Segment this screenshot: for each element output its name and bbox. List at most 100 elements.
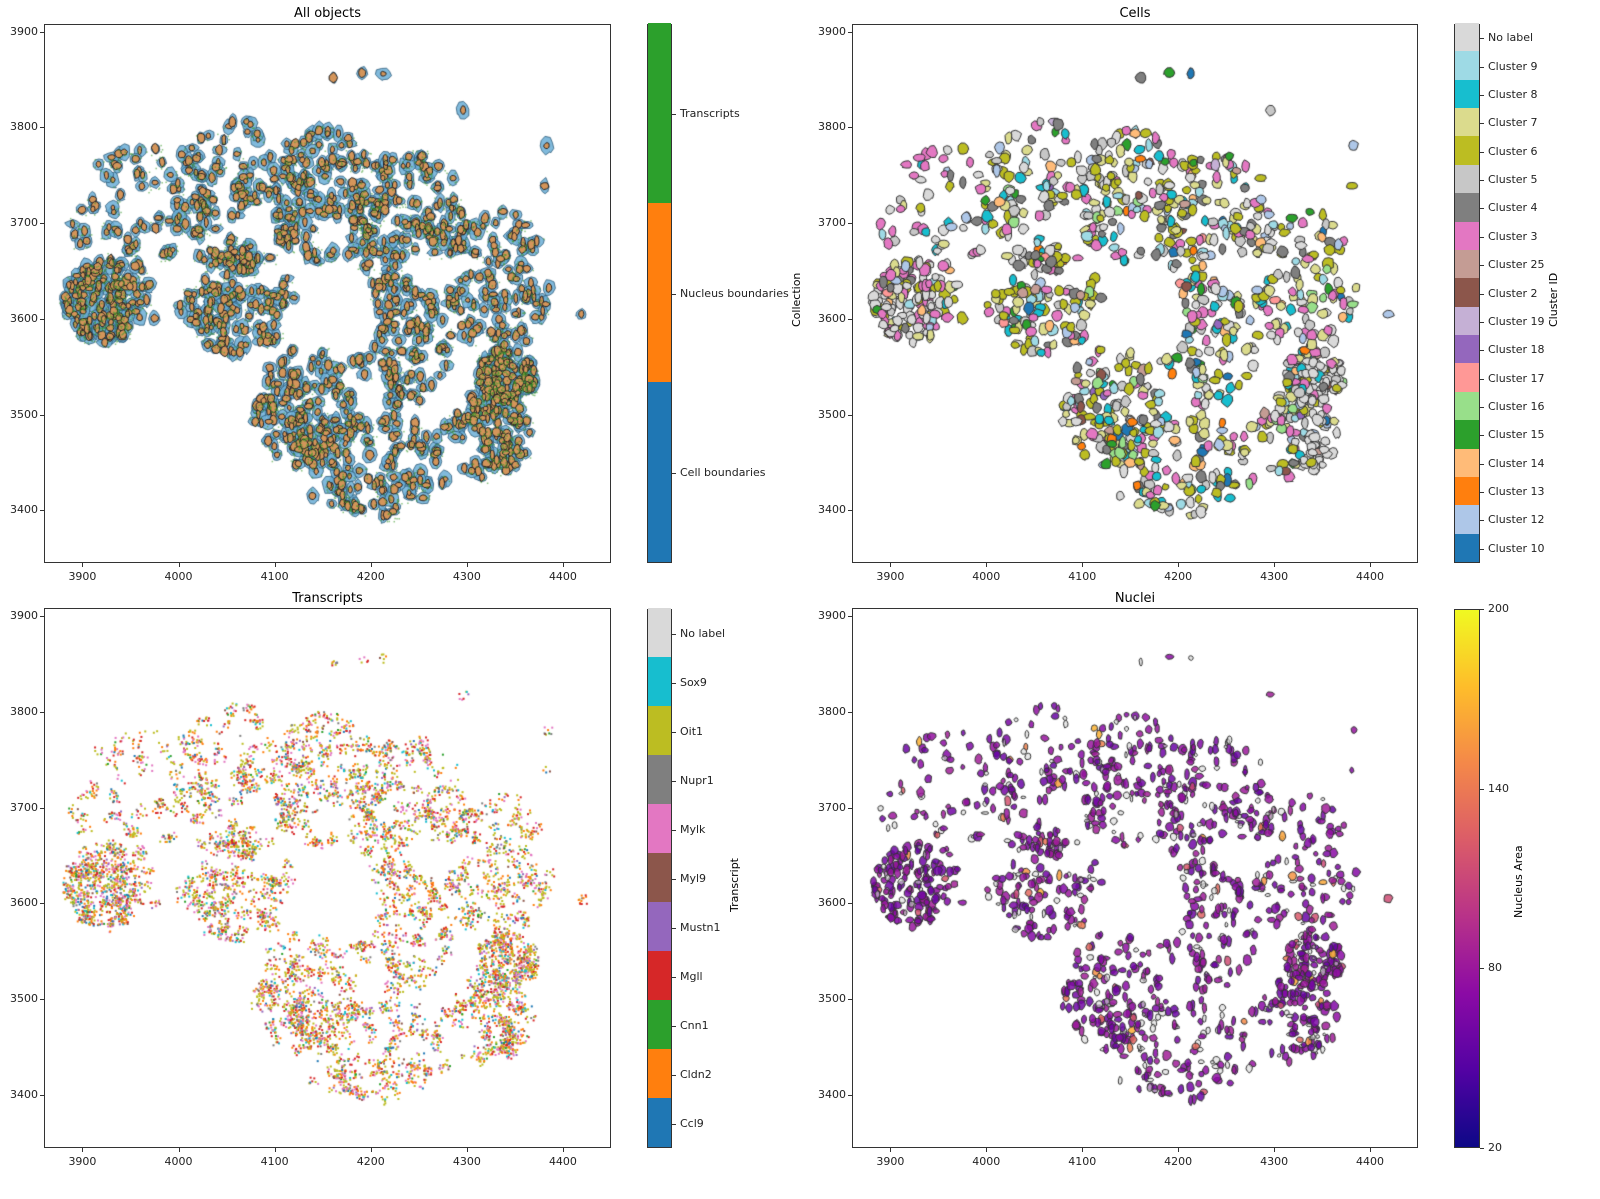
all-objects-ytick-mark — [40, 223, 44, 225]
transcripts-colorbar-tick — [672, 682, 676, 684]
nuclei-xtick-label: 4300 — [1260, 1155, 1289, 1168]
cells-colorbar-tick — [1480, 378, 1484, 380]
nuclei-xtick-mark — [1370, 1148, 1372, 1152]
colorbar-swatch-cluster-19 — [1455, 306, 1479, 336]
transcripts-xtick-label: 3900 — [68, 1155, 97, 1168]
transcripts-xtick-mark — [274, 1148, 276, 1152]
nuclei-colorbar-label: 200 — [1488, 602, 1509, 615]
cells-colorbar-label: Cluster 13 — [1488, 485, 1545, 499]
cells-colorbar-label: Cluster 7 — [1488, 116, 1538, 130]
transcripts-colorbar-title: Transcript — [728, 857, 741, 912]
cells-ytick-label: 3900 — [818, 24, 846, 38]
cells-xtick-label: 4000 — [972, 570, 1001, 583]
cells-colorbar-tick — [1480, 350, 1484, 352]
all-objects-xtick-label: 4100 — [260, 570, 289, 583]
colorbar-swatch-cluster-15 — [1455, 420, 1479, 449]
colorbar-swatch-myl9 — [648, 853, 671, 902]
all-objects-xtick-mark — [82, 563, 84, 567]
nuclei-colorbar — [1454, 609, 1480, 1148]
cells-xtick-mark — [986, 563, 988, 567]
transcripts-xtick-label: 4300 — [452, 1155, 481, 1168]
all-objects-ytick-label: 3800 — [10, 120, 38, 134]
nuclei-colorbar-label: 80 — [1488, 961, 1502, 975]
colorbar-swatch-cldn2 — [648, 1049, 671, 1098]
nuclei-xtick-label: 4200 — [1164, 1155, 1193, 1168]
all-objects-colorbar-tick — [672, 473, 676, 475]
nuclei-ytick-mark — [848, 615, 852, 617]
transcripts-colorbar-label: Myl9 — [680, 871, 707, 885]
nuclei-xtick-mark — [1274, 1148, 1276, 1152]
colorbar-swatch-cnn1 — [648, 1000, 671, 1049]
transcripts-colorbar-tick — [672, 976, 676, 978]
transcripts-plot-area[interactable] — [44, 608, 611, 1148]
nuclei-canvas — [853, 609, 1417, 1147]
all-objects-ytick-mark — [40, 414, 44, 416]
transcripts-colorbar-label: Nupr1 — [680, 773, 714, 787]
colorbar-swatch-sox9 — [648, 657, 671, 706]
all-objects-colorbar-title: Collection — [790, 272, 803, 327]
all-objects-colorbar-tick — [672, 113, 676, 115]
colorbar-swatch-ccl9 — [648, 1098, 671, 1147]
transcripts-xtick-mark — [178, 1148, 180, 1152]
cells-colorbar-tick — [1480, 151, 1484, 153]
cells-colorbar-tick — [1480, 435, 1484, 437]
nuclei-colorbar-label: 20 — [1488, 1141, 1502, 1154]
all-objects-ytick-label: 3900 — [10, 24, 38, 38]
nuclei-xtick-label: 4100 — [1068, 1155, 1097, 1168]
cells-xtick-label: 3900 — [876, 570, 905, 583]
all-objects-xtick-mark — [370, 563, 372, 567]
nuclei-xtick-mark — [986, 1148, 988, 1152]
all-objects-colorbar-tick — [672, 293, 676, 295]
transcripts-canvas — [45, 609, 610, 1147]
nuclei-xtick-label: 4400 — [1356, 1155, 1385, 1168]
nuclei-ytick-label: 3400 — [818, 1088, 846, 1102]
transcripts-ytick-label: 3800 — [10, 704, 38, 718]
nuclei-colorbar-tick — [1480, 1148, 1484, 1149]
transcripts-colorbar-label: Mustn1 — [680, 920, 721, 934]
all-objects-xtick-label: 4300 — [452, 570, 481, 583]
transcripts-colorbar-label: Cldn2 — [680, 1067, 712, 1081]
nuclei-ytick-label: 3800 — [818, 704, 846, 718]
cells-colorbar-tick — [1480, 94, 1484, 96]
cells-plot-area[interactable] — [852, 24, 1418, 563]
cells-ytick-mark — [848, 127, 852, 129]
transcripts-colorbar-label: Mgll — [680, 969, 703, 983]
all-objects-xtick-mark — [178, 563, 180, 567]
cells-colorbar — [1454, 23, 1480, 563]
colorbar-swatch-cluster-14 — [1455, 448, 1479, 477]
cells-colorbar-title: Cluster ID — [1547, 272, 1560, 327]
cells-colorbar-tick — [1480, 463, 1484, 465]
transcripts-ytick-label: 3400 — [10, 1088, 38, 1102]
nuclei-plot-area[interactable] — [852, 608, 1418, 1148]
all-objects-ytick-mark — [40, 127, 44, 129]
cells-colorbar-label: No label — [1488, 31, 1534, 45]
all-objects-plot-area[interactable] — [44, 24, 611, 563]
cells-colorbar-tick — [1480, 123, 1484, 125]
nuclei-xtick-mark — [1178, 1148, 1180, 1152]
colorbar-swatch-cluster-5 — [1455, 164, 1479, 194]
colorbar-swatch-cluster-6 — [1455, 136, 1479, 165]
cells-colorbar-tick — [1480, 321, 1484, 323]
colorbar-swatch-no-label — [648, 608, 671, 657]
transcripts-colorbar-tick — [672, 731, 676, 733]
nuclei-colorbar-tick — [1480, 788, 1484, 790]
colorbar-swatch-cluster-10 — [1455, 533, 1479, 562]
nuclei-ytick-label: 3700 — [818, 800, 846, 814]
all-objects-ytick-mark — [40, 31, 44, 33]
colorbar-swatch-cluster-18 — [1455, 335, 1479, 364]
cells-xtick-mark — [1274, 563, 1276, 567]
nuclei-ytick-label: 3900 — [818, 608, 846, 622]
nuclei-ytick-label: 3500 — [818, 992, 846, 1006]
nuclei-colorbar-label: 140 — [1488, 781, 1509, 795]
all-objects-ytick-mark — [40, 510, 44, 512]
cells-colorbar-label: Cluster 2 — [1488, 286, 1538, 300]
transcripts-colorbar-label: Sox9 — [680, 675, 707, 689]
all-objects-ytick-label: 3500 — [10, 407, 38, 421]
cells-xtick-label: 4300 — [1260, 570, 1289, 583]
all-objects-xtick-label: 4400 — [548, 570, 577, 583]
colorbar-swatch-nupr1 — [648, 755, 671, 804]
nuclei-ytick-label: 3600 — [818, 896, 846, 910]
cells-colorbar-label: Cluster 19 — [1488, 314, 1545, 328]
cells-colorbar-tick — [1480, 208, 1484, 210]
cells-colorbar-tick — [1480, 492, 1484, 494]
